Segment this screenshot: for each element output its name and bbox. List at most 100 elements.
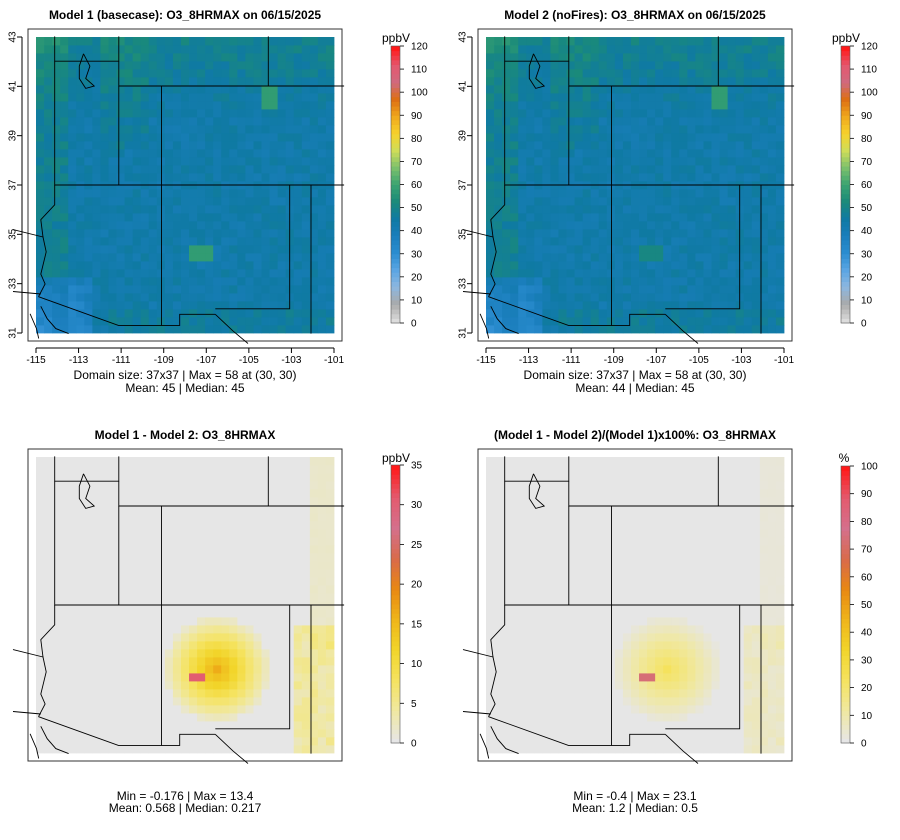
grid-cell [189,673,198,682]
grid-cell [132,465,142,474]
grid-cell [253,269,262,278]
grid-cell [116,721,125,730]
grid-cell [76,117,85,126]
grid-cell [205,165,214,174]
grid-cell [124,513,134,522]
grid-cell [655,101,664,110]
grid-cell [221,593,230,602]
grid-cell [197,465,206,474]
grid-cell [44,173,53,182]
grid-cell [237,481,246,490]
grid-cell [36,521,45,530]
chart-pctdiff: (Model 1 - Model 2)/(Model 1)x100%: O3_8… [462,428,878,815]
grid-cell [76,125,85,134]
grid-cell [711,37,720,46]
colorbar-segment [391,645,400,651]
x-tick-label: -103 [731,355,751,366]
grid-cell [140,713,150,722]
grid-cell [502,665,511,674]
grid-cell [687,673,696,682]
grid-cell [189,61,198,70]
grid-cell [221,237,230,246]
grid-cell [116,497,125,506]
grid-cell [622,673,632,682]
grid-cell [245,585,254,594]
grid-cell [550,45,559,54]
grid-cell [60,61,69,70]
grid-cell [639,245,648,254]
grid-cell [164,665,174,674]
grid-cell [253,729,262,738]
grid-cell [574,125,584,134]
grid-cell [494,229,503,238]
grid-cell [309,673,319,682]
grid-cell [213,649,222,658]
grid-cell [767,229,777,238]
grid-cell [84,237,93,246]
grid-cell [663,657,672,666]
grid-cell [148,609,158,618]
grid-cell [132,221,142,230]
grid-cell [325,85,335,94]
grid-cell [116,285,125,294]
grid-cell [68,497,77,506]
grid-cell [52,497,61,506]
grid-cell [719,745,729,754]
grid-cell [606,657,616,666]
grid-cell [108,553,117,562]
grid-cell [148,665,158,674]
grid-cell [124,221,134,230]
grid-cell [116,125,125,134]
grid-cell [76,569,85,578]
grid-cell [229,229,238,238]
grid-cell [277,561,287,570]
grid-cell [639,85,648,94]
grid-cell [237,473,246,482]
grid-cell [614,37,624,46]
colorbar-segment [391,272,400,278]
colorbar-tick-label: 60 [861,180,873,191]
grid-cell [205,133,214,142]
colorbar-segment [391,207,400,213]
grid-cell [687,205,696,214]
grid-cell [687,53,696,62]
grid-cell [695,689,704,698]
grid-cell [60,301,69,310]
grid-cell [325,149,335,158]
grid-cell [285,37,295,46]
grid-cell [582,93,592,102]
grid-cell [92,633,101,642]
grid-cell [164,245,174,254]
colorbar-segment [391,733,400,739]
grid-cell [775,689,785,698]
grid-cell [767,69,777,78]
grid-cell [775,165,785,174]
grid-cell [60,569,69,578]
grid-cell [663,293,672,302]
grid-cell [52,593,61,602]
grid-cell [36,165,45,174]
grid-cell [76,157,85,166]
grid-cell [695,85,704,94]
grid-cell [590,77,600,86]
grid-cell [205,721,214,730]
grid-cell [52,721,61,730]
grid-cell [229,657,238,666]
grid-cell [197,705,206,714]
grid-cell [261,617,270,626]
grid-cell [566,37,575,46]
grid-cell [325,253,335,262]
grid-cell [759,125,769,134]
grid-cell [229,585,238,594]
grid-cell [711,681,720,690]
grid-cell [253,513,262,522]
grid-cell [36,213,45,222]
grid-cell [590,133,600,142]
grid-cell [542,125,551,134]
grid-cell [68,473,77,482]
grid-cell [180,585,190,594]
grid-cell [301,537,311,546]
grid-cell [277,205,287,214]
grid-cell [711,237,720,246]
colorbar-segment [391,715,400,721]
